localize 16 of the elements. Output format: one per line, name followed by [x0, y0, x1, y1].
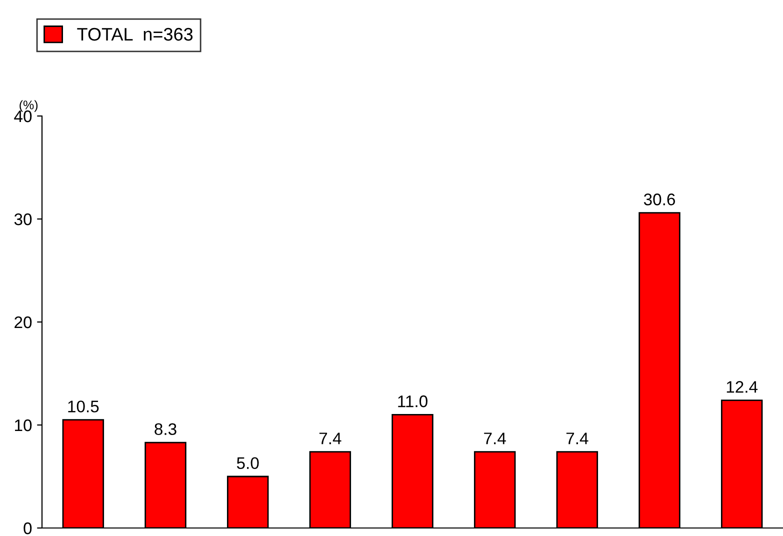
data-label: 5.0 [236, 457, 259, 470]
legend-label: TOTAL n=363 [77, 28, 193, 41]
data-label: 7.4 [319, 432, 342, 444]
data-label: 8.3 [154, 423, 176, 436]
data-label: 12.4 [726, 381, 758, 393]
data-label: 30.6 [644, 194, 675, 206]
data-label: 7.4 [484, 432, 506, 444]
y-tick-label: 30 [14, 213, 32, 226]
y-tick-label: 20 [14, 316, 32, 328]
data-label: 11.0 [398, 395, 428, 408]
data-label: 10.5 [68, 400, 99, 412]
y-tick-label: 10 [15, 419, 32, 432]
y-axis-title: (%) [20, 100, 38, 112]
data-label: 7.4 [566, 432, 588, 444]
y-tick-label: 40 [14, 110, 32, 122]
y-tick-label: 0 [24, 522, 32, 534]
